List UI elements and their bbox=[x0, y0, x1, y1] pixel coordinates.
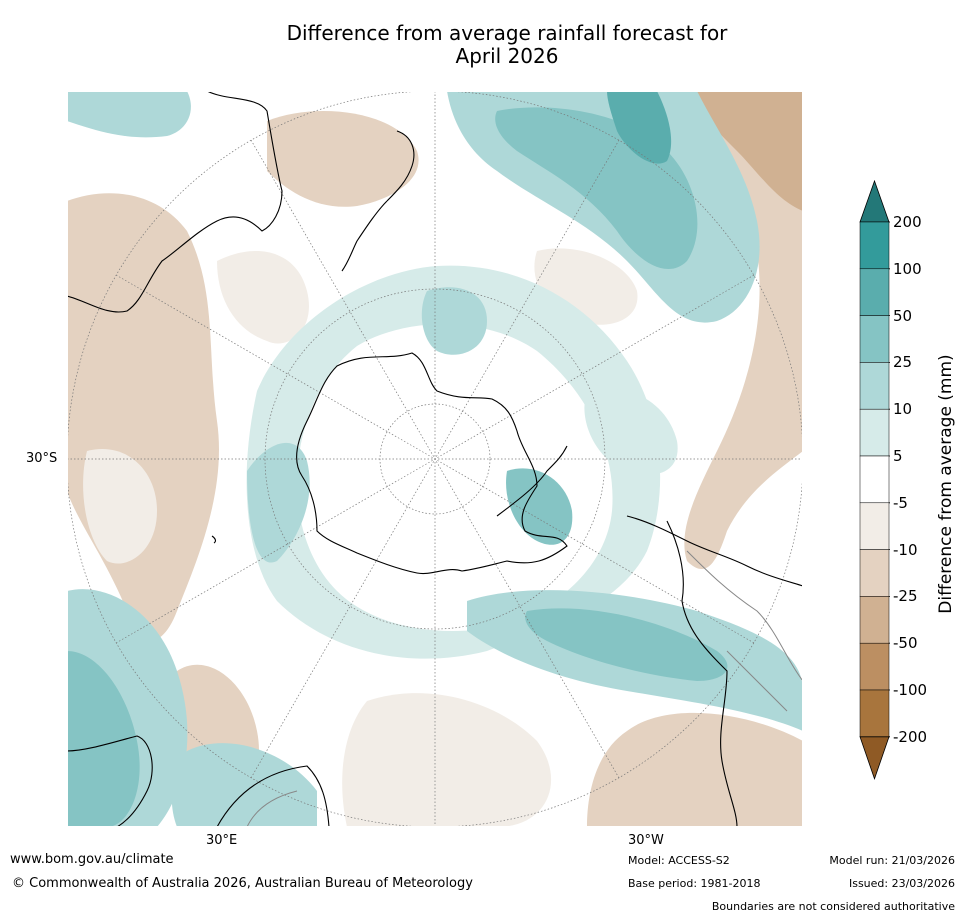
new-zealand-north bbox=[386, 130, 415, 202]
new-zealand-south bbox=[341, 200, 388, 272]
dry-region-atlantic-south bbox=[587, 712, 803, 827]
colorbar-segment bbox=[859, 689, 890, 738]
map-frame bbox=[67, 91, 803, 827]
wet-region-atlantic-core bbox=[525, 608, 728, 681]
colorbar-segment bbox=[859, 642, 890, 691]
dry-region-atlantic-light bbox=[342, 693, 552, 827]
dry-region-indian-ocean-light bbox=[217, 251, 309, 344]
colorbar-segment bbox=[859, 268, 890, 316]
colorbar-extend-max bbox=[859, 180, 890, 223]
colorbar-tick-label: 25 bbox=[893, 353, 913, 372]
wet-anomaly-regions bbox=[67, 91, 803, 827]
colorbar-label: Difference from average (mm) bbox=[936, 354, 956, 614]
colorbar-tick-label: 10 bbox=[893, 400, 913, 419]
colorbar-tick-label: 200 bbox=[893, 213, 922, 231]
colorbar-segment bbox=[859, 455, 890, 504]
dry-region-south-america-east bbox=[684, 91, 803, 570]
footer-copyright: © Commonwealth of Australia 2026, Austra… bbox=[12, 876, 473, 891]
antarctic-peninsula bbox=[496, 445, 568, 517]
colorbar-segment bbox=[859, 596, 890, 644]
australia-coastline bbox=[67, 91, 283, 313]
south-america-coastline bbox=[626, 515, 803, 587]
footer-url: www.bom.gov.au/climate bbox=[10, 852, 174, 867]
footer-issued: Issued: 23/03/2026 bbox=[848, 877, 955, 890]
colorbar-segment bbox=[859, 362, 890, 410]
title-line-2: April 2026 bbox=[455, 44, 559, 68]
graticule bbox=[67, 91, 803, 827]
colorbar-tick-label: -5 bbox=[893, 493, 908, 512]
colorbar-tick-label: -100 bbox=[893, 681, 928, 699]
wet-region-southeast-africa-core bbox=[67, 651, 140, 827]
wet-region-south-indian-strong bbox=[421, 287, 487, 355]
dry-region-indian-ocean bbox=[267, 111, 419, 207]
footer-base-period: Base period: 1981-2018 bbox=[628, 877, 761, 890]
colorbar-segment bbox=[859, 408, 890, 457]
longitude-label-30w: 30°W bbox=[628, 833, 664, 848]
wet-region-indian-south bbox=[171, 743, 317, 827]
colorbar-segment bbox=[859, 502, 890, 550]
footer-model: Model: ACCESS-S2 bbox=[628, 854, 730, 867]
colorbar-tick-label: -25 bbox=[893, 587, 918, 606]
colorbar-segment bbox=[859, 549, 890, 597]
title-line-1: Difference from average rainfall forecas… bbox=[286, 21, 728, 45]
south-america-east-coast bbox=[666, 520, 738, 827]
colorbar bbox=[859, 180, 890, 781]
colorbar-tick-label: -200 bbox=[893, 727, 928, 746]
latitude-label-30s: 30°S bbox=[26, 451, 58, 466]
colorbar-tick-label: 100 bbox=[893, 259, 922, 278]
dry-region-south-america-strong bbox=[687, 91, 803, 211]
colorbar-tick-label: 5 bbox=[893, 447, 903, 465]
colorbar-tick-label: -10 bbox=[893, 540, 918, 559]
colorbar-segment bbox=[859, 315, 890, 363]
footer-model-run: Model run: 21/03/2026 bbox=[829, 854, 955, 867]
africa-coastline bbox=[67, 735, 153, 827]
wet-region-south-pacific-strong bbox=[607, 91, 672, 164]
chart-title: Difference from average rainfall forecas… bbox=[200, 22, 814, 68]
wet-region-central-pacific bbox=[584, 388, 678, 475]
wet-region-southern-ocean-ring bbox=[246, 265, 661, 659]
country-borders bbox=[246, 550, 803, 827]
colorbar-extend-min bbox=[859, 736, 890, 781]
colorbar-segments bbox=[859, 180, 890, 781]
kerguelen-island bbox=[211, 535, 217, 544]
colorbar-segment bbox=[859, 221, 890, 270]
wet-region-indian-sector bbox=[247, 442, 310, 563]
longitude-label-30e: 30°E bbox=[206, 833, 238, 848]
coastlines bbox=[67, 91, 803, 827]
dry-anomaly-regions bbox=[67, 91, 803, 827]
colorbar-tick-label: 50 bbox=[893, 306, 913, 325]
antarctica-coastline bbox=[296, 352, 568, 575]
wet-region-northwest bbox=[67, 91, 191, 138]
africa-south-coast bbox=[216, 765, 330, 827]
dry-region-west-indian bbox=[83, 449, 157, 564]
rainfall-anomaly-map bbox=[67, 91, 803, 827]
colorbar-tick-label: -50 bbox=[893, 634, 918, 653]
footer-disclaimer: Boundaries are not considered authoritat… bbox=[711, 900, 955, 913]
